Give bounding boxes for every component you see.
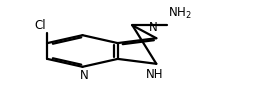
- Text: Cl: Cl: [34, 19, 46, 32]
- Text: NH: NH: [146, 68, 164, 81]
- Text: NH$_2$: NH$_2$: [168, 6, 192, 21]
- Text: N: N: [149, 21, 158, 34]
- Text: N: N: [79, 69, 88, 82]
